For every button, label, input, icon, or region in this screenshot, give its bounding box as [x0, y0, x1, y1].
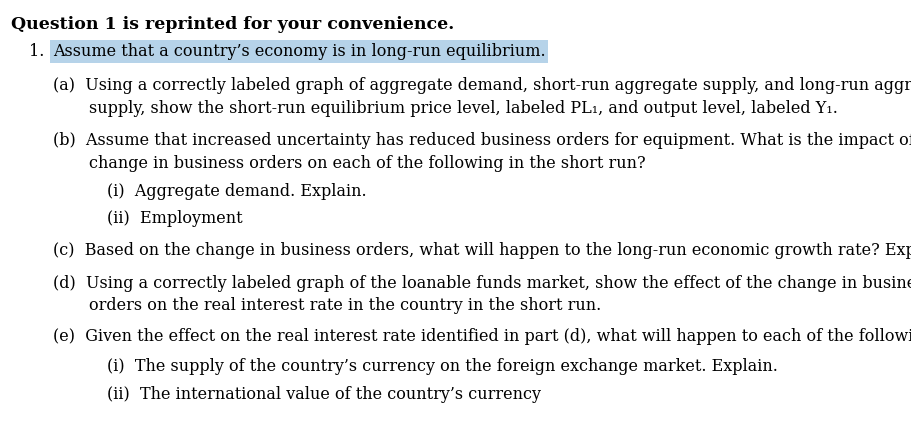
Text: Assume that a country’s economy is in long-run equilibrium.: Assume that a country’s economy is in lo… [53, 43, 546, 60]
Text: Question 1 is reprinted for your convenience.: Question 1 is reprinted for your conveni… [11, 16, 455, 33]
Text: change in business orders on each of the following in the short run?: change in business orders on each of the… [89, 154, 646, 172]
Text: (a)  Using a correctly labeled graph of aggregate demand, short-run aggregate su: (a) Using a correctly labeled graph of a… [53, 77, 911, 94]
Text: supply, show the short-run equilibrium price level, labeled PL₁, and output leve: supply, show the short-run equilibrium p… [89, 100, 838, 117]
Text: (b)  Assume that increased uncertainty has reduced business orders for equipment: (b) Assume that increased uncertainty ha… [53, 132, 911, 149]
Text: orders on the real interest rate in the country in the short run.: orders on the real interest rate in the … [89, 297, 601, 314]
Text: (e)  Given the effect on the real interest rate identified in part (d), what wil: (e) Given the effect on the real interes… [53, 328, 911, 345]
Text: (i)  Aggregate demand. Explain.: (i) Aggregate demand. Explain. [107, 183, 367, 200]
Text: (d)  Using a correctly labeled graph of the loanable funds market, show the effe: (d) Using a correctly labeled graph of t… [53, 275, 911, 292]
Text: (c)  Based on the change in business orders, what will happen to the long-run ec: (c) Based on the change in business orde… [53, 242, 911, 260]
Text: 1.: 1. [29, 43, 45, 60]
Text: (i)  The supply of the country’s currency on the foreign exchange market. Explai: (i) The supply of the country’s currency… [107, 358, 778, 375]
Text: (ii)  The international value of the country’s currency: (ii) The international value of the coun… [107, 386, 541, 403]
Text: (ii)  Employment: (ii) Employment [107, 210, 243, 227]
